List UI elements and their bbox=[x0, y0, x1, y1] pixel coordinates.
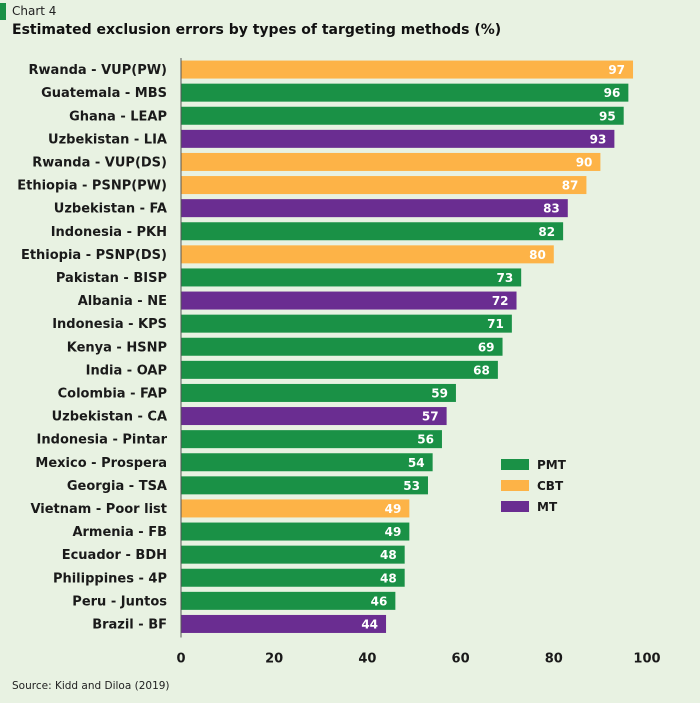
category-label: Brazil - BF bbox=[92, 617, 167, 632]
category-label: Uzbekistan - CA bbox=[52, 410, 167, 425]
bar bbox=[181, 129, 615, 148]
x-tick-label: 100 bbox=[633, 652, 660, 667]
category-label: Kenya - HSNP bbox=[67, 340, 167, 355]
x-tick-label: 40 bbox=[358, 652, 376, 667]
value-label: 87 bbox=[562, 179, 579, 193]
legend-label: CBT bbox=[537, 479, 564, 493]
category-label: Georgia - TSA bbox=[67, 479, 167, 494]
bar bbox=[181, 568, 405, 587]
value-label: 80 bbox=[529, 248, 546, 262]
value-label: 44 bbox=[361, 617, 378, 631]
value-label: 57 bbox=[422, 410, 439, 424]
bar bbox=[181, 83, 629, 102]
x-tick-label: 60 bbox=[452, 652, 470, 667]
value-label: 68 bbox=[473, 363, 490, 377]
legend-swatch bbox=[501, 501, 529, 512]
category-label: Pakistan - BISP bbox=[56, 271, 167, 286]
category-label: Colombia - FAP bbox=[58, 386, 167, 401]
value-label: 49 bbox=[385, 525, 402, 539]
legend-swatch bbox=[501, 480, 529, 491]
bar-chart: Rwanda - VUP(PW) 97 Guatemala - MBS 96 Ghana… bbox=[17, 58, 661, 667]
bar bbox=[181, 176, 587, 195]
bar bbox=[181, 199, 568, 218]
value-label: 73 bbox=[496, 271, 513, 285]
bar bbox=[181, 614, 387, 633]
bar bbox=[181, 106, 624, 125]
category-label: Albania - NE bbox=[78, 294, 167, 309]
value-label: 69 bbox=[478, 340, 495, 354]
value-label: 59 bbox=[431, 386, 448, 400]
bar bbox=[181, 476, 428, 495]
value-label: 54 bbox=[408, 456, 425, 470]
category-label: Indonesia - Pintar bbox=[37, 433, 168, 448]
value-label: 83 bbox=[543, 202, 560, 216]
value-label: 48 bbox=[380, 571, 397, 585]
category-label: Mexico - Prospera bbox=[35, 456, 167, 471]
category-label: Ethiopia - PSNP(DS) bbox=[21, 248, 167, 263]
value-label: 48 bbox=[380, 548, 397, 562]
category-label: Peru - Juntos bbox=[72, 594, 167, 609]
bar bbox=[181, 383, 456, 402]
value-label: 90 bbox=[576, 155, 593, 169]
category-label: Guatemala - MBS bbox=[41, 86, 167, 101]
category-label: India - OAP bbox=[86, 363, 167, 378]
category-label: Philippines - 4P bbox=[53, 571, 167, 586]
value-label: 96 bbox=[604, 86, 621, 100]
bar bbox=[181, 522, 410, 541]
category-label: Indonesia - PKH bbox=[51, 225, 167, 240]
bar bbox=[181, 222, 564, 241]
bar bbox=[181, 245, 554, 264]
category-label: Uzbekistan - LIA bbox=[48, 132, 167, 147]
bar bbox=[181, 545, 405, 564]
bar bbox=[181, 337, 503, 356]
category-label: Rwanda - VUP(DS) bbox=[32, 155, 167, 170]
value-label: 46 bbox=[371, 594, 388, 608]
value-label: 53 bbox=[403, 479, 420, 493]
source-note: Source: Kidd and Diloa (2019) bbox=[12, 680, 170, 692]
category-label: Ecuador - BDH bbox=[62, 548, 167, 563]
legend-label: MT bbox=[537, 500, 558, 514]
bar bbox=[181, 407, 447, 426]
category-label: Indonesia - KPS bbox=[52, 317, 167, 332]
value-label: 49 bbox=[385, 502, 402, 516]
x-tick-label: 0 bbox=[176, 652, 185, 667]
bar bbox=[181, 291, 517, 310]
value-label: 95 bbox=[599, 109, 616, 123]
bar bbox=[181, 499, 410, 518]
bar bbox=[181, 152, 601, 171]
x-tick-label: 80 bbox=[545, 652, 563, 667]
bar bbox=[181, 268, 522, 287]
legend-swatch bbox=[501, 459, 529, 470]
bar bbox=[181, 430, 442, 449]
category-label: Rwanda - VUP(PW) bbox=[29, 63, 167, 78]
bar bbox=[181, 314, 512, 333]
category-label: Uzbekistan - FA bbox=[54, 202, 167, 217]
value-label: 72 bbox=[492, 294, 509, 308]
x-tick-label: 20 bbox=[265, 652, 283, 667]
category-label: Armenia - FB bbox=[72, 525, 167, 540]
bar bbox=[181, 60, 634, 79]
category-label: Vietnam - Poor list bbox=[30, 502, 167, 517]
chart-header: Chart 4 Estimated exclusion errors by ty… bbox=[0, 0, 700, 44]
value-label: 93 bbox=[590, 132, 607, 146]
bar bbox=[181, 591, 396, 610]
value-label: 71 bbox=[487, 317, 504, 331]
value-label: 82 bbox=[538, 225, 555, 239]
chart-title: Estimated exclusion errors by types of t… bbox=[12, 22, 502, 38]
bar bbox=[181, 453, 433, 472]
legend-label: PMT bbox=[537, 458, 567, 472]
bar bbox=[181, 360, 498, 379]
value-label: 97 bbox=[608, 63, 625, 77]
chart-number-label: Chart 4 bbox=[12, 4, 57, 18]
category-label: Ghana - LEAP bbox=[69, 109, 167, 124]
category-label: Ethiopia - PSNP(PW) bbox=[17, 179, 167, 194]
accent-bar bbox=[0, 3, 6, 20]
value-label: 56 bbox=[417, 433, 434, 447]
